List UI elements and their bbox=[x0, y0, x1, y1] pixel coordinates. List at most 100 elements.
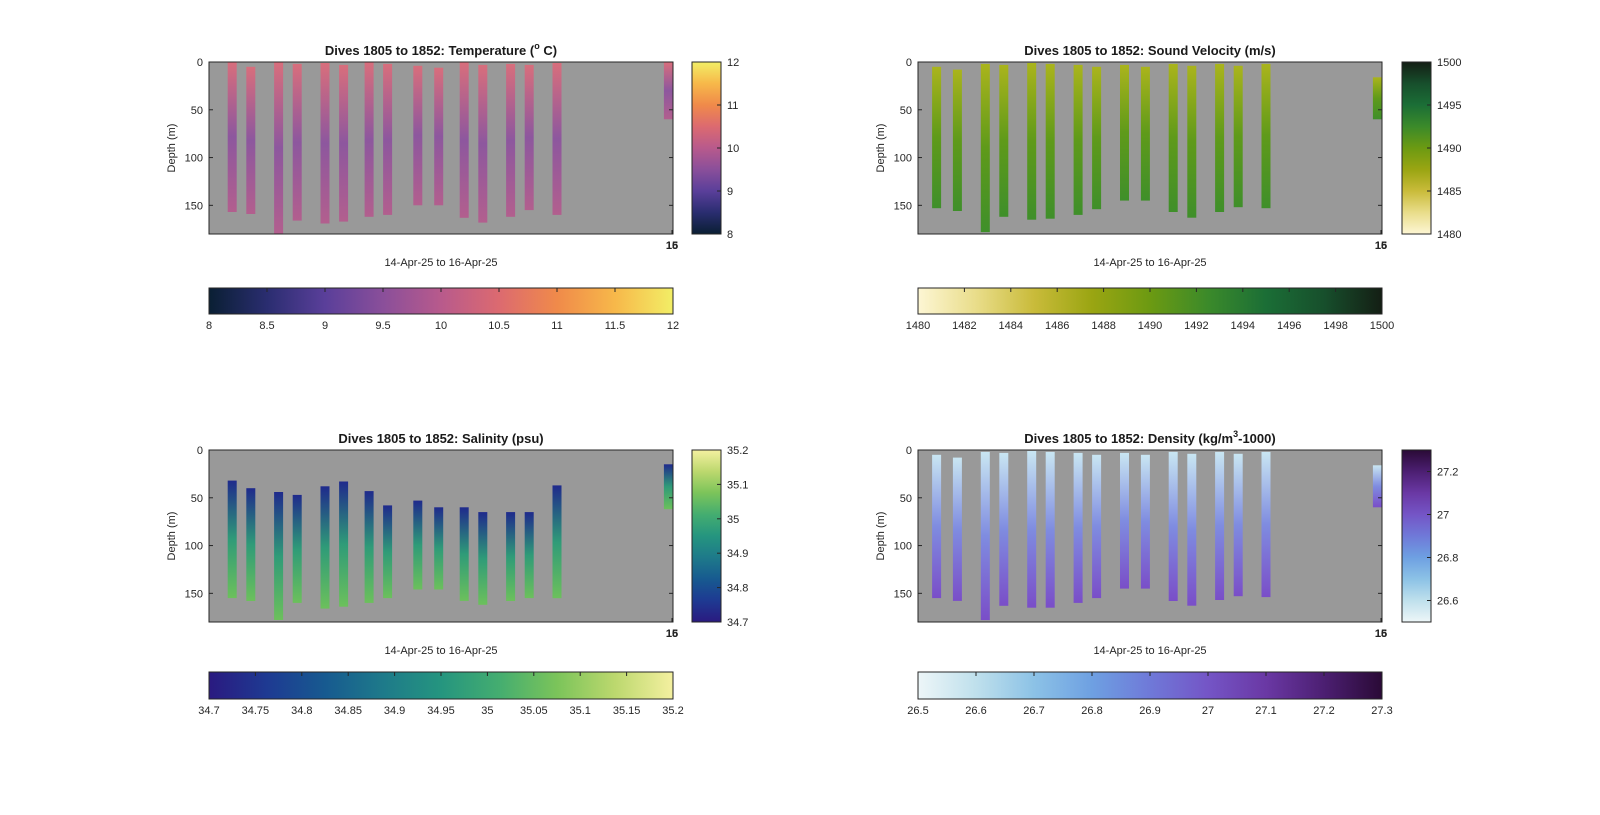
hcolorbar-tick-label: 34.9 bbox=[384, 705, 405, 717]
cast-column bbox=[292, 63, 302, 221]
cast-column bbox=[1120, 64, 1129, 201]
cast-column bbox=[932, 66, 942, 209]
hcolorbar-tick-label: 10.5 bbox=[488, 320, 509, 332]
hcolorbar-tick-label: 11.5 bbox=[605, 320, 626, 332]
y-axis-label: Depth (m) bbox=[875, 512, 887, 561]
hcolorbar-tick-label: 26.8 bbox=[1081, 705, 1102, 717]
hcolorbar-tick-label: 27.3 bbox=[1371, 705, 1392, 717]
y-tick-label: 100 bbox=[185, 541, 203, 553]
x-tick-label: 15 bbox=[1375, 240, 1387, 252]
colorbar-tick-label: 1495 bbox=[1437, 100, 1461, 112]
hcolorbar-tick-label: 34.8 bbox=[291, 705, 312, 717]
vertical-colorbar bbox=[1401, 61, 1432, 235]
y-tick-label: 50 bbox=[900, 105, 912, 117]
cast-column bbox=[383, 505, 393, 599]
colorbar-tick-label: 10 bbox=[727, 143, 739, 155]
y-tick-label: 150 bbox=[894, 200, 912, 212]
horizontal-colorbar bbox=[917, 287, 1383, 315]
hcolorbar-tick-label: 1480 bbox=[906, 320, 930, 332]
cast-column bbox=[246, 488, 256, 601]
hcolorbar-tick-label: 1488 bbox=[1091, 320, 1115, 332]
cast-column bbox=[663, 62, 673, 120]
hcolorbar-tick-label: 34.85 bbox=[334, 705, 362, 717]
cast-column bbox=[999, 64, 1009, 217]
hcolorbar-tick-label: 8 bbox=[206, 320, 212, 332]
cast-column bbox=[980, 451, 990, 621]
y-tick-label: 0 bbox=[197, 57, 203, 69]
y-axis-label: Depth (m) bbox=[166, 512, 178, 561]
cast-column bbox=[478, 64, 488, 223]
cast-column bbox=[478, 512, 488, 605]
hcolorbar-tick-label: 8.5 bbox=[259, 320, 274, 332]
cast-column bbox=[292, 494, 302, 603]
hcolorbar-tick-label: 1486 bbox=[1045, 320, 1069, 332]
cast-column bbox=[1045, 451, 1055, 608]
cast-column bbox=[1168, 451, 1178, 601]
hcolorbar-tick-label: 27.2 bbox=[1313, 705, 1334, 717]
cast-column bbox=[1372, 465, 1382, 508]
y-tick-label: 150 bbox=[185, 588, 203, 600]
chart-title: Dives 1805 to 1852: Temperature (o C) bbox=[325, 41, 557, 58]
colorbar-tick-label: 11 bbox=[727, 100, 738, 112]
cast-column bbox=[1120, 452, 1129, 589]
hcolorbar-tick-label: 11 bbox=[551, 320, 562, 332]
cast-column bbox=[339, 481, 349, 607]
hcolorbar-tick-label: 35.15 bbox=[613, 705, 641, 717]
hcolorbar-tick-label: 27 bbox=[1202, 705, 1214, 717]
cast-column bbox=[1073, 64, 1083, 215]
cast-column bbox=[1092, 454, 1102, 599]
chart-title: Dives 1805 to 1852: Density (kg/m3-1000) bbox=[1024, 429, 1275, 446]
cast-column bbox=[1092, 66, 1102, 210]
y-tick-label: 100 bbox=[894, 153, 912, 165]
colorbar-tick-label: 1480 bbox=[1437, 229, 1461, 241]
chart-title: Dives 1805 to 1852: Salinity (psu) bbox=[338, 431, 543, 446]
x-axis-label: 14-Apr-25 to 16-Apr-25 bbox=[1093, 257, 1206, 269]
colorbar-tick-label: 9 bbox=[727, 186, 733, 198]
hcolorbar-tick-label: 12 bbox=[667, 320, 679, 332]
cast-column bbox=[1073, 452, 1083, 603]
colorbar-tick-label: 35.2 bbox=[727, 445, 748, 457]
cast-column bbox=[552, 63, 562, 215]
axes-frame bbox=[208, 449, 674, 623]
y-tick-label: 100 bbox=[894, 541, 912, 553]
cast-column bbox=[320, 486, 330, 609]
cast-column bbox=[274, 492, 284, 620]
colorbar-tick-label: 8 bbox=[727, 229, 733, 241]
cast-column bbox=[952, 69, 962, 211]
colorbar-tick-label: 34.7 bbox=[727, 617, 748, 629]
hcolorbar-tick-label: 1490 bbox=[1138, 320, 1162, 332]
hcolorbar-tick-label: 1494 bbox=[1231, 320, 1255, 332]
cast-column bbox=[413, 65, 423, 206]
y-tick-label: 0 bbox=[197, 445, 203, 457]
y-tick-label: 50 bbox=[191, 105, 203, 117]
plot-area bbox=[918, 62, 1382, 234]
cast-column bbox=[663, 464, 673, 510]
cast-column bbox=[524, 512, 534, 599]
colorbar-tick-label: 34.8 bbox=[727, 583, 748, 595]
hcolorbar-tick-label: 35.1 bbox=[569, 705, 590, 717]
cast-column bbox=[459, 507, 469, 601]
cast-column bbox=[932, 454, 942, 599]
hcolorbar-tick-label: 9.5 bbox=[375, 320, 390, 332]
colorbar-tick-label: 1490 bbox=[1437, 143, 1461, 155]
axes-frame bbox=[917, 61, 1383, 235]
vertical-colorbar bbox=[1401, 449, 1432, 623]
y-tick-label: 150 bbox=[894, 588, 912, 600]
y-tick-label: 150 bbox=[185, 200, 203, 212]
y-tick-label: 50 bbox=[900, 493, 912, 505]
cast-column bbox=[1045, 63, 1055, 219]
hcolorbar-tick-label: 1496 bbox=[1277, 320, 1301, 332]
cast-column bbox=[552, 485, 562, 599]
cast-column bbox=[1261, 451, 1271, 598]
hcolorbar-tick-label: 26.9 bbox=[1139, 705, 1160, 717]
cast-column bbox=[524, 64, 534, 211]
hcolorbar-tick-label: 27.1 bbox=[1255, 705, 1276, 717]
vertical-colorbar bbox=[691, 61, 722, 235]
vertical-colorbar bbox=[691, 449, 722, 623]
hcolorbar-tick-label: 1500 bbox=[1370, 320, 1394, 332]
colorbar-tick-label: 12 bbox=[727, 57, 739, 69]
cast-column bbox=[506, 63, 516, 217]
cast-column bbox=[339, 64, 349, 222]
